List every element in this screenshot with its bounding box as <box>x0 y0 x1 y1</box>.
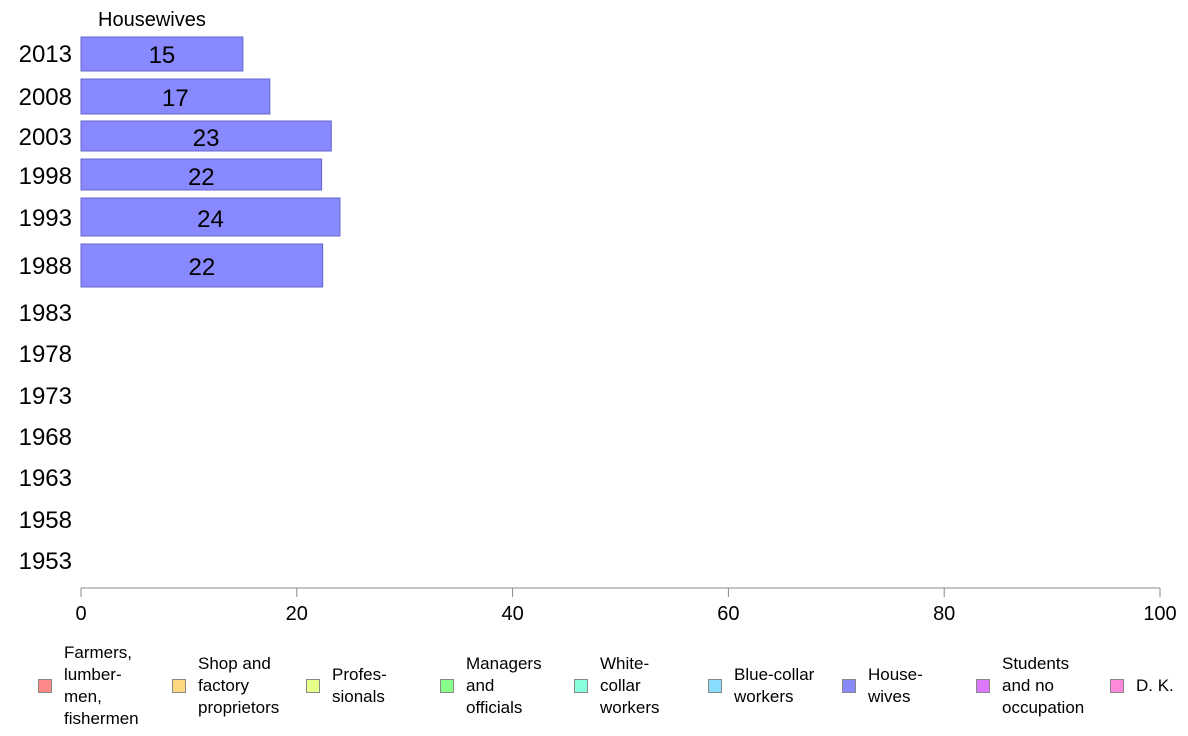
legend-label: Farmers, lumber- men, fishermen <box>64 643 139 728</box>
bar-1998 <box>80 158 323 191</box>
x-tick-label-20: 20 <box>286 603 308 625</box>
legend-swatch <box>976 679 990 693</box>
y-tick-label-2013: 2013 <box>19 41 72 68</box>
legend-label: Shop and factory proprietors <box>198 654 280 717</box>
legend-swatch <box>574 679 588 693</box>
legend: Farmers, lumber- men, fishermen Shop and … <box>30 643 1188 728</box>
bar-1988 <box>80 243 324 288</box>
data-label-2013: 15 <box>149 42 176 69</box>
legend-label: D. K. <box>1136 676 1174 695</box>
data-label-1993: 24 <box>197 206 224 233</box>
legend-item: Students and no occupation <box>976 646 1084 726</box>
y-tick-label-1983: 1983 <box>19 300 72 327</box>
legend-item: Shop and factory proprietors <box>172 646 279 726</box>
legend-label: Students and no occupation <box>1002 654 1085 717</box>
legend-item: D. K. <box>1110 646 1174 726</box>
bar-2013 <box>80 36 244 72</box>
data-label-1998: 22 <box>188 164 215 191</box>
y-tick-label-2003: 2003 <box>19 124 72 151</box>
x-tick-label-40: 40 <box>501 603 523 625</box>
legend-swatch <box>306 679 320 693</box>
legend-swatch <box>440 679 454 693</box>
legend-swatch <box>1110 679 1124 693</box>
bar-2008 <box>80 78 271 115</box>
legend-item: Profes- sionals <box>306 646 387 726</box>
legend-item: Blue-collar workers <box>708 646 814 726</box>
legend-label: Managers and officials <box>466 654 542 717</box>
chart-title: Housewives <box>98 9 206 31</box>
legend-item: House- wives <box>842 646 923 726</box>
data-label-2008: 17 <box>162 85 189 112</box>
x-tick-label-100: 100 <box>1143 603 1176 625</box>
legend-item: White- collar workers <box>574 646 660 726</box>
y-tick-label-1998: 1998 <box>19 163 72 190</box>
legend-label: White- collar workers <box>600 654 660 717</box>
bar-1993 <box>80 197 341 237</box>
legend-item: Farmers, lumber- men, fishermen <box>38 643 139 728</box>
legend-swatch <box>708 679 722 693</box>
legend-label: House- wives <box>868 665 923 706</box>
y-tick-label-1958: 1958 <box>19 507 72 534</box>
y-tick-label-1963: 1963 <box>19 465 72 492</box>
y-tick-label-2008: 2008 <box>19 84 72 111</box>
x-tick-label-60: 60 <box>717 603 739 625</box>
y-tick-label-1988: 1988 <box>19 253 72 280</box>
y-tick-label-1968: 1968 <box>19 424 72 451</box>
x-tick-label-80: 80 <box>933 603 955 625</box>
legend-item: Managers and officials <box>440 646 542 726</box>
y-tick-label-1973: 1973 <box>19 383 72 410</box>
y-tick-label-1953: 1953 <box>19 548 72 575</box>
legend-label: Blue-collar workers <box>734 665 815 706</box>
x-tick-label-0: 0 <box>75 603 86 625</box>
y-tick-label-1978: 1978 <box>19 341 72 368</box>
bar-2003 <box>80 120 332 152</box>
legend-swatch <box>842 679 856 693</box>
legend-swatch <box>38 679 52 693</box>
y-tick-label-1993: 1993 <box>19 205 72 232</box>
data-label-1988: 22 <box>188 254 215 281</box>
data-label-2003: 23 <box>193 125 220 152</box>
legend-label: Profes- sionals <box>332 665 387 706</box>
legend-swatch <box>172 679 186 693</box>
